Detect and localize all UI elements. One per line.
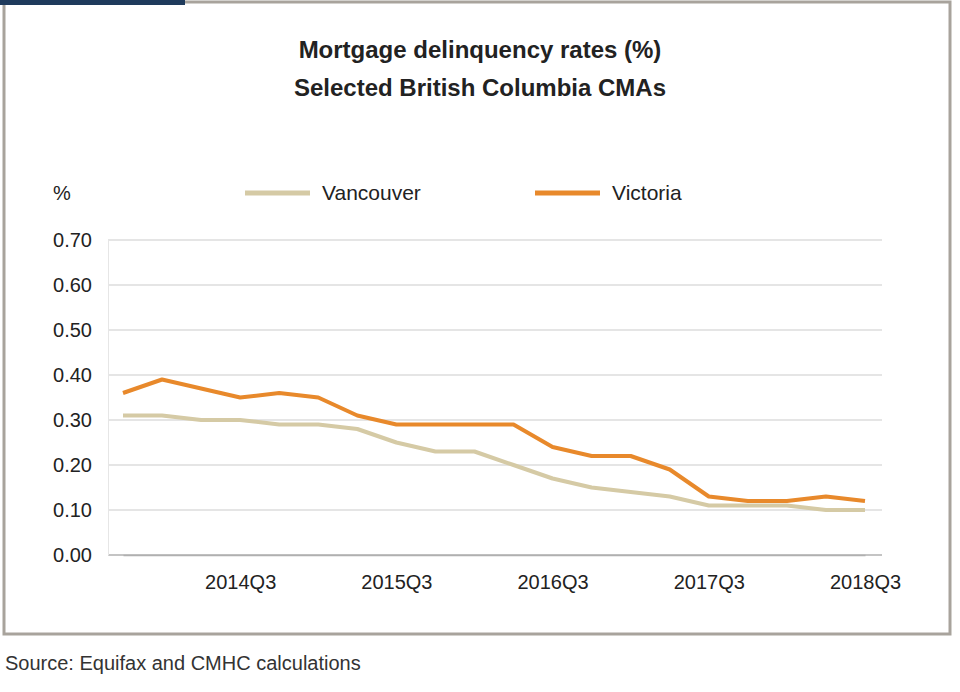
- legend: Vancouver Victoria: [245, 181, 682, 204]
- grid: [108, 240, 882, 555]
- x-tick: 2018Q3: [830, 555, 901, 593]
- grid-line: [108, 284, 882, 286]
- x-tick-label: 2014Q3: [205, 571, 276, 593]
- title: Mortgage delinquency rates (%): [299, 36, 662, 63]
- grid-line: [108, 509, 882, 511]
- y-tick: 0.40: [53, 364, 108, 386]
- y-tick-label: 0.70: [53, 229, 92, 251]
- x-tick-label: 2018Q3: [830, 571, 901, 593]
- x-tick: 2016Q3: [517, 555, 588, 593]
- y-axis-line: [108, 241, 109, 556]
- y-tick: 0.20: [53, 454, 108, 476]
- legend-item: Vancouver: [245, 181, 421, 204]
- x-tick-label: 2015Q3: [361, 571, 432, 593]
- frame-accent: [0, 0, 185, 5]
- plot-area: [123, 380, 865, 511]
- frame: [4, 2, 950, 634]
- y-tick-label: 0.20: [53, 454, 92, 476]
- y-tick-label: 0.60: [53, 274, 92, 296]
- grid-line: [108, 329, 882, 331]
- y-tick: 0.00: [53, 544, 108, 566]
- legend-label: Victoria: [612, 181, 682, 204]
- y-tick: 0.50: [53, 319, 108, 341]
- y-tick-label: 0.30: [53, 409, 92, 431]
- grid-line: [108, 374, 882, 376]
- legend-swatch: [245, 191, 310, 196]
- chart-root: Mortgage delinquency rates (%) Selected B…: [0, 0, 960, 692]
- grid-line: [108, 464, 882, 466]
- x-tick-label: 2017Q3: [674, 571, 745, 593]
- y-tick: 0.60: [53, 274, 108, 296]
- line-vancouver: [123, 416, 865, 511]
- legend-label: Vancouver: [322, 181, 421, 204]
- source-note: Source: Equifax and CMHC calculations: [5, 652, 361, 674]
- y-axis-title: %: [53, 182, 71, 204]
- y-tick: 0.30: [53, 409, 108, 431]
- x-tick-label: 2016Q3: [517, 571, 588, 593]
- y-tick: 0.10: [53, 499, 108, 521]
- y-tick-label: 0.40: [53, 364, 92, 386]
- x-axis: 2014Q3 2015Q3 2016Q3 2017Q3 2018Q3: [124, 555, 902, 593]
- y-tick: 0.70: [53, 229, 108, 251]
- x-tick: 2017Q3: [674, 555, 745, 593]
- grid-line: [108, 239, 882, 241]
- grid-line: [108, 554, 882, 556]
- y-tick-label: 0.50: [53, 319, 92, 341]
- subtitle: Selected British Columbia CMAs: [294, 74, 666, 101]
- y-tick-label: 0.10: [53, 499, 92, 521]
- x-tick: 2014Q3: [205, 555, 276, 593]
- y-axis: 0.00 0.10 0.20 0.30 0.40 0.50 0.60 0.70: [53, 229, 108, 566]
- x-tick: 2015Q3: [361, 555, 432, 593]
- legend-swatch: [535, 191, 600, 196]
- legend-item: Victoria: [535, 181, 682, 204]
- x-axis-line: [124, 555, 866, 557]
- line-victoria: [123, 380, 865, 502]
- y-tick-label: 0.00: [53, 544, 92, 566]
